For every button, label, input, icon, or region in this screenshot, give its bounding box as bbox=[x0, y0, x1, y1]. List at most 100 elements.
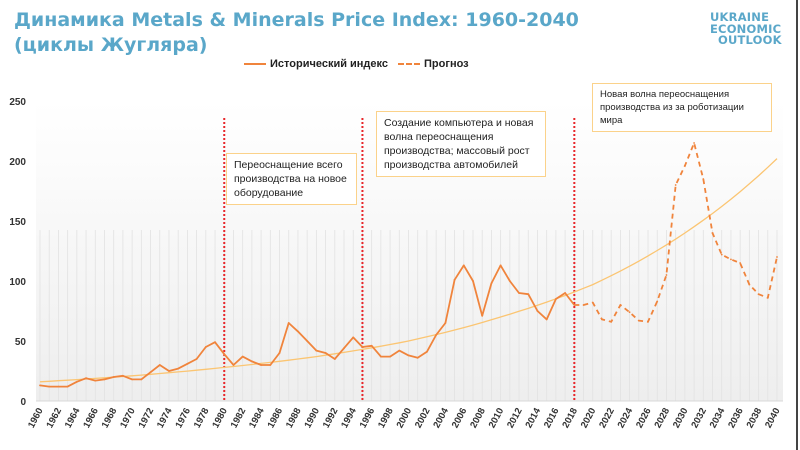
historical-data-point bbox=[370, 344, 373, 347]
x-tick-label: 1978 bbox=[192, 406, 212, 430]
historical-data-point bbox=[527, 293, 530, 296]
historical-data-point bbox=[158, 364, 161, 366]
historical-data-point bbox=[269, 364, 272, 366]
logo-line-1: UKRAINE bbox=[710, 10, 770, 24]
forecast-data-point bbox=[582, 304, 585, 306]
forecast-data-point bbox=[748, 283, 751, 286]
x-tick-label: 2040 bbox=[763, 406, 783, 430]
historical-data-point bbox=[379, 355, 382, 358]
x-tick-label: 2010 bbox=[487, 406, 507, 430]
annotation-1980-text: Переоснащение всего производства на ново… bbox=[234, 159, 347, 199]
x-tick-label: 2018 bbox=[560, 406, 580, 430]
forecast-data-point bbox=[591, 301, 594, 304]
historical-data-point bbox=[57, 385, 60, 388]
historical-data-point bbox=[315, 349, 318, 352]
forecast-data-point bbox=[766, 296, 769, 299]
x-tick-label: 1968 bbox=[100, 406, 120, 430]
x-tick-label: 1996 bbox=[358, 406, 378, 430]
historical-data-point bbox=[389, 355, 391, 358]
historical-data-point bbox=[278, 352, 281, 354]
historical-data-point bbox=[472, 280, 474, 282]
historical-data-point bbox=[260, 364, 262, 366]
logo-line-3: OUTLOOK bbox=[718, 33, 782, 47]
y-tick-label: 50 bbox=[15, 337, 27, 348]
historical-data-point bbox=[297, 330, 299, 333]
forecast-data-point bbox=[665, 274, 668, 276]
x-tick-label: 2000 bbox=[395, 406, 415, 430]
x-tick-label: 2012 bbox=[505, 406, 525, 430]
ukraine-economic-outlook-logo: UKRAINE ECONOMIC OUTLOOK bbox=[710, 10, 782, 47]
x-tick-label: 2028 bbox=[652, 406, 672, 430]
legend-dashed-line-icon bbox=[398, 63, 421, 65]
historical-data-point bbox=[490, 282, 493, 285]
right-border bbox=[796, 0, 798, 450]
x-tick-label: 2006 bbox=[450, 406, 470, 430]
x-tick-label: 1988 bbox=[284, 406, 304, 430]
annotation-2018: Новая волна переоснащения производства и… bbox=[592, 83, 772, 132]
x-tick-label: 1960 bbox=[26, 406, 46, 430]
historical-data-point bbox=[204, 346, 207, 348]
historical-data-point bbox=[48, 385, 51, 388]
forecast-data-point bbox=[693, 142, 695, 144]
x-tick-label: 1986 bbox=[266, 406, 286, 430]
historical-data-point bbox=[66, 385, 69, 388]
forecast-data-point bbox=[610, 320, 613, 323]
x-tick-label: 1990 bbox=[302, 406, 322, 430]
historical-data-point bbox=[564, 292, 567, 294]
x-tick-label: 1962 bbox=[44, 406, 64, 430]
historical-data-point bbox=[112, 376, 115, 378]
logo-line-2: ECONOMIC bbox=[710, 21, 782, 36]
forecast-data-point bbox=[702, 178, 705, 180]
historical-data-point bbox=[232, 364, 235, 366]
chart-title-line1: Динамика Metals & Minerals Price Index: … bbox=[14, 9, 579, 31]
historical-data-point bbox=[103, 378, 106, 381]
forecast-data-point bbox=[711, 232, 714, 234]
legend-label-forecast: Прогноз bbox=[424, 58, 469, 70]
historical-data-point bbox=[177, 367, 180, 370]
historical-data-point bbox=[555, 298, 557, 300]
annotation-1980: Переоснащение всего производства на ново… bbox=[226, 153, 357, 205]
historical-data-point bbox=[573, 304, 576, 306]
historical-data-point bbox=[149, 371, 152, 374]
legend-label-historical: Исторический индекс bbox=[270, 58, 389, 70]
x-tick-label: 1974 bbox=[155, 406, 175, 430]
historical-data-point bbox=[416, 356, 419, 359]
x-tick-label: 2020 bbox=[579, 406, 599, 430]
forecast-data-point bbox=[637, 319, 640, 322]
historical-data-point bbox=[481, 314, 484, 317]
historical-data-point bbox=[324, 352, 327, 354]
historical-data-point bbox=[306, 340, 309, 342]
historical-data-point bbox=[140, 378, 143, 381]
x-tick-label: 2024 bbox=[616, 406, 636, 430]
legend-solid-line-icon bbox=[244, 63, 266, 65]
annotation-1995-text: Создание компьютера и новая волна переос… bbox=[384, 117, 534, 171]
forecast-data-point bbox=[674, 184, 677, 186]
legend-item-forecast: Прогноз bbox=[398, 58, 469, 70]
historical-data-point bbox=[241, 355, 244, 358]
x-tick-label: 1992 bbox=[321, 406, 341, 430]
historical-data-point bbox=[168, 370, 170, 372]
x-tick-label: 1998 bbox=[376, 406, 396, 430]
historical-data-point bbox=[343, 347, 345, 350]
historical-data-point bbox=[250, 360, 253, 363]
y-tick-label: 200 bbox=[9, 157, 26, 168]
x-tick-label: 2008 bbox=[468, 406, 488, 430]
forecast-data-point bbox=[720, 253, 723, 256]
legend-item-historical: Исторический индекс bbox=[244, 58, 388, 70]
x-tick-label: 2016 bbox=[542, 406, 562, 430]
x-tick-label: 2014 bbox=[523, 406, 543, 430]
forecast-data-point bbox=[739, 262, 742, 264]
x-tick-label: 1980 bbox=[210, 406, 230, 430]
historical-data-point bbox=[518, 292, 520, 294]
x-tick-label: 1982 bbox=[229, 406, 249, 430]
forecast-data-point bbox=[730, 258, 732, 261]
x-tick-label: 1964 bbox=[63, 406, 83, 430]
historical-data-point bbox=[131, 378, 134, 381]
x-tick-label: 1970 bbox=[118, 406, 138, 430]
historical-data-point bbox=[444, 322, 447, 324]
historical-data-point bbox=[426, 350, 428, 353]
chart-legend: Исторический индекс Прогноз bbox=[244, 58, 479, 70]
x-tick-label: 1976 bbox=[173, 406, 193, 430]
forecast-data-point bbox=[757, 293, 760, 296]
historical-data-point bbox=[499, 264, 502, 267]
